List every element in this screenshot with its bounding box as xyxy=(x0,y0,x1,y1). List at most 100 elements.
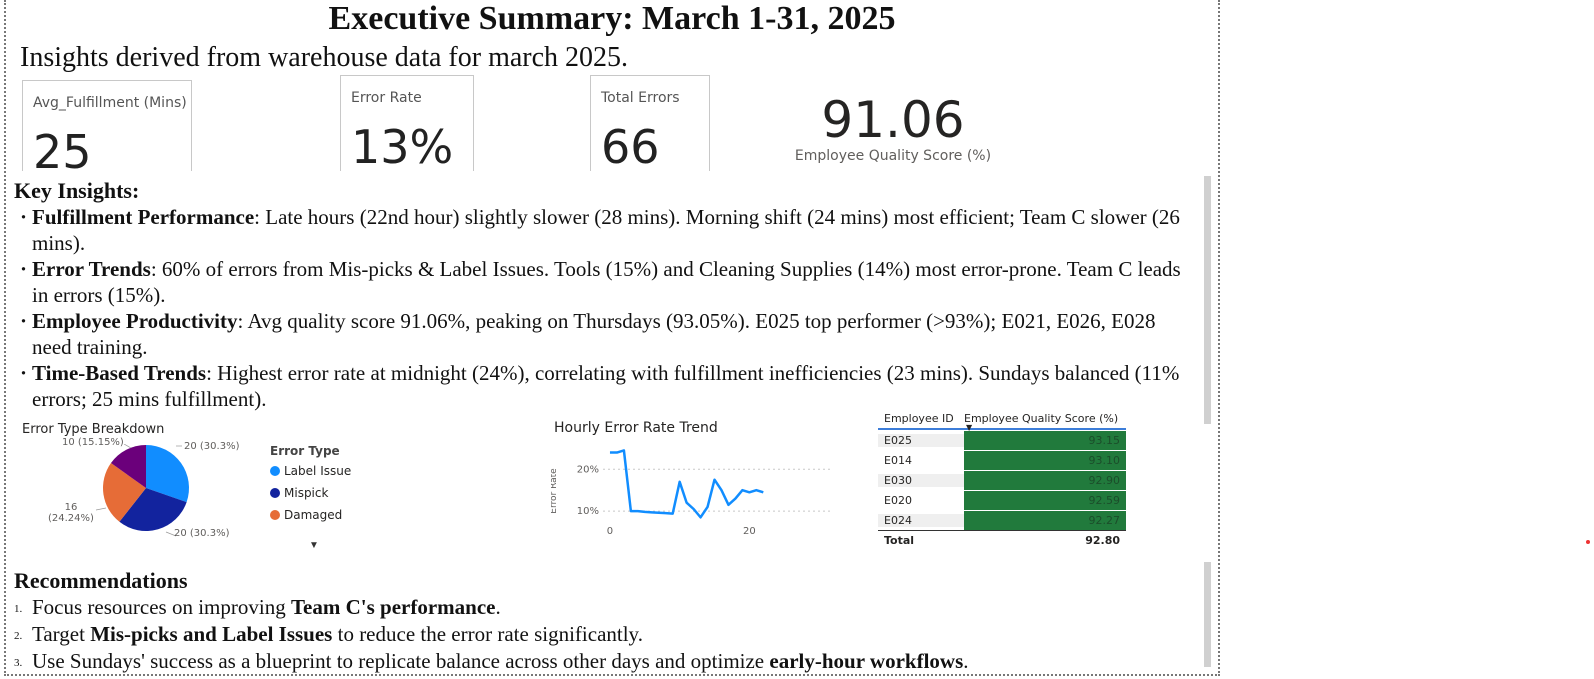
legend-label: Mispick xyxy=(284,486,329,500)
pie-slice-mispick[interactable] xyxy=(119,488,187,531)
card-label: Avg_Fulfillment (Mins) xyxy=(33,95,187,111)
cell-score: 93.10 xyxy=(964,451,1126,470)
legend-item[interactable]: Damaged xyxy=(270,508,351,522)
pie-label: 16 (24.24%) xyxy=(48,502,94,524)
table-row[interactable]: E024 92.27 xyxy=(878,510,1126,530)
insight-text: : Avg quality score 91.06%, peaking on T… xyxy=(32,309,1156,359)
card-value: 13% xyxy=(351,120,454,174)
hourly-error-line-chart[interactable]: Error Rate 20% 10% 0 20 xyxy=(551,436,841,546)
pie-leader-line xyxy=(165,531,177,537)
insight-item: Employee Productivity: Avg quality score… xyxy=(8,308,1196,360)
cell-employee-id: E030 xyxy=(878,473,964,487)
y-tick-label: 20% xyxy=(577,464,599,475)
item-text: . xyxy=(963,649,969,673)
item-number: 3. xyxy=(14,657,23,669)
item-bold: Team C's performance xyxy=(290,595,496,619)
column-header-employee-id[interactable]: Employee ID xyxy=(884,411,954,425)
sort-desc-icon: ▼ xyxy=(966,422,973,432)
cell-employee-id: E014 xyxy=(884,453,912,467)
insight-item: Fulfillment Performance: Late hours (22n… xyxy=(8,204,1196,256)
report-canvas: Executive Summary: March 1-31, 2025 Insi… xyxy=(4,0,1220,676)
key-insights-heading: Key Insights: xyxy=(14,178,140,203)
table-row[interactable]: E014 93.10 xyxy=(878,450,1126,470)
table-row[interactable]: E030 92.90 xyxy=(878,470,1126,490)
insights-scrollbar[interactable] xyxy=(1204,176,1211,424)
recommendations-scrollbar[interactable] xyxy=(1204,562,1211,667)
pie-label: 20 (30.3%) xyxy=(174,528,230,539)
pie-slice-other[interactable] xyxy=(110,445,146,488)
report-subtitle: Insights derived from warehouse data for… xyxy=(20,42,629,73)
item-number: 1. xyxy=(14,603,23,615)
table-row[interactable]: E025 93.15 xyxy=(878,430,1126,450)
item-bold: Mis-picks and Label Issues xyxy=(90,622,333,646)
pie-leader-line xyxy=(95,507,107,511)
card-avg-fulfillment[interactable]: Avg_Fulfillment (Mins) 25 xyxy=(22,80,192,179)
pie-label: 10 (15.15%) xyxy=(62,437,124,448)
item-text: Focus resources on improving xyxy=(32,595,291,619)
item-text: . xyxy=(495,595,501,619)
legend-label: Damaged xyxy=(284,508,343,522)
insight-item: Time-Based Trends: Highest error rate at… xyxy=(8,360,1196,412)
insight-bold: Fulfillment Performance xyxy=(32,205,255,229)
pie-leader-line xyxy=(123,444,132,449)
cell-score: 92.59 xyxy=(964,491,1126,510)
error-type-pie-chart[interactable] xyxy=(36,444,236,554)
item-text: to reduce the error rate significantly. xyxy=(332,622,643,646)
card-value: 25 xyxy=(33,125,92,179)
recommendation-item: 2. Target Mis-picks and Label Issues to r… xyxy=(14,621,1204,648)
pie-chart-title: Error Type Breakdown xyxy=(22,422,165,437)
quality-score-card[interactable]: 91.06 Employee Quality Score (%) xyxy=(788,92,998,164)
cell-employee-id: E025 xyxy=(878,433,964,447)
key-insights-list: Fulfillment Performance: Late hours (22n… xyxy=(8,204,1196,412)
legend-dot xyxy=(270,510,280,520)
pie-slice-label-issue[interactable] xyxy=(146,445,189,503)
insight-text: : Highest error rate at midnight (24%), … xyxy=(32,361,1180,411)
legend-item[interactable]: Label Issue xyxy=(270,464,351,478)
recommendation-item: 1. Focus resources on improving Team C's … xyxy=(14,594,1204,621)
line-chart-title: Hourly Error Rate Trend xyxy=(554,420,718,436)
x-tick-label: 0 xyxy=(607,526,613,537)
pie-slice-damaged[interactable] xyxy=(103,463,146,522)
item-number: 2. xyxy=(14,630,23,642)
pie-legend: Error Type Label Issue Mispick Damaged xyxy=(270,444,351,530)
insight-bold: Error Trends xyxy=(32,257,151,281)
legend-dot xyxy=(270,466,280,476)
legend-item[interactable]: Mispick xyxy=(270,486,351,500)
card-label: Error Rate xyxy=(351,90,422,106)
total-label: Total xyxy=(884,533,915,547)
employee-quality-table[interactable]: Employee ID Employee Quality Score (%) ▼… xyxy=(878,408,1126,549)
cell-employee-id: E024 xyxy=(878,513,964,527)
insight-item: Error Trends: 60% of errors from Mis-pic… xyxy=(8,256,1196,308)
item-bold: early-hour workflows xyxy=(769,649,964,673)
key-insights-panel[interactable]: Key Insights: Fulfillment Performance: L… xyxy=(8,176,1196,418)
quality-score-label: Employee Quality Score (%) xyxy=(794,148,992,164)
total-value: 92.80 xyxy=(1085,533,1120,547)
insight-bold: Time-Based Trends xyxy=(32,361,207,385)
card-error-rate[interactable]: Error Rate 13% xyxy=(340,75,474,174)
y-axis-label: Error Rate xyxy=(551,468,559,514)
legend-scroll-down-icon[interactable]: ▼ xyxy=(309,540,319,551)
table-header: Employee ID Employee Quality Score (%) ▼ xyxy=(878,408,1126,432)
card-total-errors[interactable]: Total Errors 66 xyxy=(590,75,710,174)
cell-score: 92.90 xyxy=(964,471,1126,490)
insight-text: : 60% of errors from Mis-picks & Label I… xyxy=(32,257,1181,307)
column-header-label: Employee Quality Score (%) xyxy=(964,411,1119,425)
error-rate-series-line[interactable] xyxy=(609,449,764,519)
recommendation-item: 3. Use Sundays' success as a blueprint to… xyxy=(14,648,1204,675)
quality-score-value: 91.06 xyxy=(821,91,965,149)
table-body: E025 93.15 E014 93.10 E030 92.90 E020 92.59 … xyxy=(878,428,1126,530)
legend-label: Label Issue xyxy=(284,464,352,478)
legend-title: Error Type xyxy=(270,444,340,458)
table-row[interactable]: E020 92.59 xyxy=(878,490,1126,510)
recommendations-panel[interactable]: Recommendations 1. Focus resources on imp… xyxy=(14,568,1204,675)
pie-label: 20 (30.3%) xyxy=(184,441,240,452)
recommendations-heading: Recommendations xyxy=(14,568,188,593)
cell-score: 92.27 xyxy=(964,511,1126,530)
column-header-quality-score[interactable]: Employee Quality Score (%) ▼ xyxy=(964,411,1126,432)
recommendations-list: 1. Focus resources on improving Team C's … xyxy=(14,594,1204,675)
item-text: Use Sundays' success as a blueprint to r… xyxy=(32,649,770,673)
insight-bold: Employee Productivity xyxy=(32,309,238,333)
y-tick-label: 10% xyxy=(577,506,599,517)
report-title: Executive Summary: March 1-31, 2025 xyxy=(328,0,896,37)
cell-employee-id: E020 xyxy=(884,493,912,507)
